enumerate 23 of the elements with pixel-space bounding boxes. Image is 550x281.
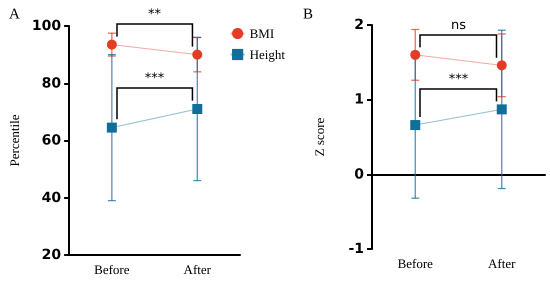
legend-label: BMI [250, 26, 274, 41]
x-tick-label: After [488, 256, 516, 271]
chart-title: B [303, 6, 314, 22]
y-tick-label: 60 [42, 132, 62, 148]
y-tick-label: 20 [42, 247, 62, 263]
y-tick-label: -1 [348, 241, 364, 257]
y-tick-label: 0 [354, 166, 364, 182]
annotation: ns [450, 18, 466, 33]
x-tick-label: After [184, 262, 212, 277]
y-tick-label: 80 [42, 75, 62, 92]
x-tick-label: Before [398, 256, 434, 271]
y-tick-label: 1 [354, 92, 364, 108]
y-tick-label: 2 [354, 17, 364, 33]
legend-label: Height [250, 47, 286, 62]
y-axis-title: Percentile [7, 114, 22, 166]
annotation: *** [448, 72, 468, 88]
chart-title: A [9, 6, 20, 22]
annotation: *** [144, 71, 164, 86]
y-axis-title: Z score [312, 117, 327, 156]
x-tick-label: Before [94, 262, 130, 277]
text: ** [148, 6, 162, 22]
y-tick-label: 40 [42, 190, 62, 206]
y-tick-label: 100 [32, 18, 62, 34]
